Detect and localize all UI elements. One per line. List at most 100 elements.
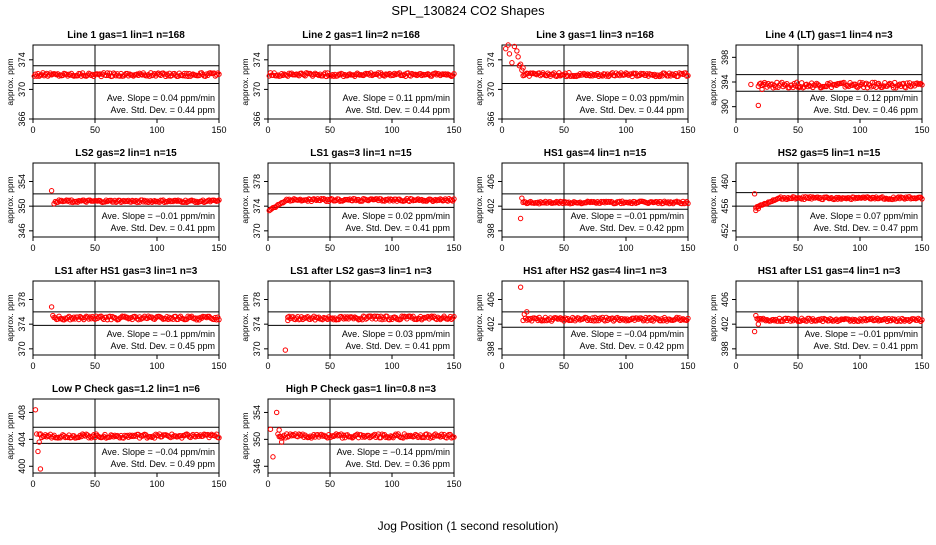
x-tick-label: 0: [733, 243, 738, 253]
data-point: [628, 71, 634, 77]
data-point: [88, 72, 94, 79]
std-dev-annotation: Ave. Std. Dev. = 0.44 ppm: [346, 105, 450, 115]
y-axis-label: approx. ppm: [240, 412, 250, 459]
data-point: [48, 304, 55, 310]
x-tick-label: 150: [211, 125, 226, 135]
data-point: [267, 426, 274, 432]
y-axis-label: approx. ppm: [708, 294, 718, 341]
data-point: [589, 315, 596, 321]
data-point: [775, 318, 781, 324]
panel-title: HS1 gas=4 lin=1 n=15: [544, 148, 647, 159]
data-point: [213, 317, 220, 323]
data-point: [122, 313, 128, 320]
x-tick-label: 150: [914, 125, 929, 135]
data-point: [172, 433, 179, 439]
data-point: [62, 198, 68, 204]
x-tick-label: 0: [30, 361, 35, 371]
y-tick-label: 378: [17, 292, 27, 307]
y-tick-label: 394: [720, 74, 730, 89]
data-point: [751, 328, 758, 335]
data-point: [323, 73, 329, 80]
data-point: [650, 72, 656, 79]
data-point: [911, 316, 918, 322]
y-tick-label: 390: [720, 99, 730, 114]
x-tick-label: 150: [680, 243, 695, 253]
slope-annotation: Ave. Slope = −0.04 ppm/min: [102, 447, 215, 457]
y-tick-label: 350: [17, 199, 27, 214]
y-tick-label: 398: [720, 50, 730, 65]
data-point: [615, 316, 622, 322]
data-point: [517, 284, 524, 290]
y-tick-label: 402: [720, 317, 730, 332]
panel-title: High P Check gas=1 lin=0.8 n=3: [286, 384, 437, 395]
data-point: [602, 318, 608, 324]
y-tick-label: 366: [17, 111, 27, 126]
y-tick-label: 456: [720, 199, 730, 214]
y-tick-label: 370: [486, 82, 496, 97]
data-point: [196, 433, 202, 439]
y-tick-label: 406: [720, 292, 730, 307]
data-point: [55, 316, 61, 322]
chart-panel: HS2 gas=5 lin=1 n=15 0 50 100 150 452 456 460ap…: [708, 148, 930, 253]
data-point: [270, 454, 276, 460]
data-point: [415, 196, 421, 202]
x-tick-label: 50: [325, 361, 335, 371]
panel-title: Line 2 gas=1 lin=2 n=168: [302, 30, 420, 41]
std-dev-annotation: Ave. Std. Dev. = 0.49 ppm: [111, 459, 215, 469]
data-point: [332, 432, 338, 438]
data-point: [431, 432, 437, 438]
data-point: [58, 197, 65, 204]
data-point: [853, 83, 859, 90]
std-dev-annotation: Ave. Std. Dev. = 0.44 ppm: [111, 105, 215, 115]
data-point: [776, 195, 783, 201]
figure-title: SPL_130824 CO2 Shapes: [391, 3, 545, 18]
x-tick-label: 150: [446, 361, 461, 371]
plot-frame: [267, 44, 455, 120]
panel-title: LS2 gas=2 lin=1 n=15: [75, 148, 177, 159]
data-point: [216, 316, 222, 323]
data-point: [655, 72, 661, 79]
data-point: [577, 199, 583, 205]
data-point: [589, 73, 596, 79]
x-tick-label: 50: [90, 243, 100, 253]
data-point: [421, 434, 427, 441]
std-dev-annotation: Ave. Std. Dev. = 0.36 ppm: [346, 459, 450, 469]
data-point: [634, 315, 640, 321]
y-axis-label: approx. ppm: [240, 294, 250, 341]
data-point: [36, 439, 42, 445]
data-point: [669, 199, 675, 206]
data-point: [884, 318, 890, 325]
data-point: [216, 435, 222, 441]
plot-frame: [735, 162, 923, 238]
x-tick-label: 100: [384, 479, 399, 489]
data-point: [828, 316, 835, 323]
data-point: [748, 81, 754, 88]
data-point: [450, 315, 456, 321]
x-tick-label: 50: [325, 243, 335, 253]
data-point: [525, 70, 531, 77]
std-dev-annotation: Ave. Std. Dev. = 0.41 ppm: [346, 341, 450, 351]
data-point: [794, 79, 800, 86]
data-point: [591, 318, 597, 324]
x-tick-label: 100: [852, 361, 867, 371]
data-point: [436, 71, 442, 77]
data-point: [339, 315, 346, 321]
data-point: [282, 347, 289, 353]
y-tick-label: 452: [720, 223, 730, 238]
data-point: [406, 433, 413, 440]
data-point: [303, 197, 310, 203]
x-tick-label: 0: [30, 125, 35, 135]
data-point: [555, 72, 561, 79]
data-point: [517, 215, 524, 222]
x-tick-label: 50: [325, 479, 335, 489]
y-axis-label: approx. ppm: [240, 176, 250, 223]
data-point: [184, 70, 190, 77]
data-point: [524, 309, 530, 315]
x-tick-label: 50: [559, 243, 569, 253]
y-tick-label: 374: [252, 199, 262, 214]
panel-grid: Line 1 gas=1 lin=1 n=168 0 50 100 150 366 370 3…: [5, 30, 930, 489]
data-point: [385, 71, 391, 78]
slope-annotation: Ave. Slope = 0.04 ppm/min: [107, 93, 215, 103]
x-tick-label: 150: [914, 243, 929, 253]
data-point: [914, 80, 920, 86]
